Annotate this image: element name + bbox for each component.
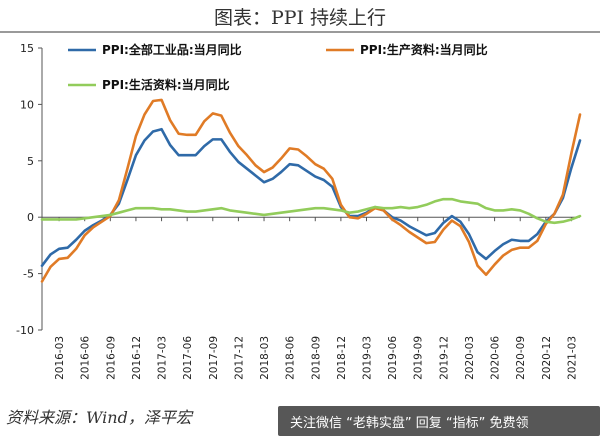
chart-axes	[38, 47, 580, 331]
line-chart: -10 -5 0 5 10 15 2016-03 2016-06 2016-09 2016-12 2…	[16, 42, 582, 380]
x-tick-label: 2019-03	[362, 336, 374, 380]
y-tick-label: 15	[20, 42, 34, 55]
x-tick-label: 2020-12	[541, 336, 553, 380]
x-tick-label: 2019-09	[413, 336, 425, 380]
x-tick-label: 2018-12	[336, 336, 348, 380]
title-divider	[0, 31, 600, 33]
series-line-2	[40, 98, 582, 283]
x-tick-label: 2020-06	[490, 336, 502, 380]
title-bar: 图表：PPI 持续上行	[0, 0, 600, 33]
x-tick-label: 2019-12	[438, 336, 450, 380]
x-tick-label: 2019-06	[387, 336, 399, 380]
tick-labels: -10 -5 0 5 10 15 2016-03 2016-06 2016-09 2016-12 2…	[16, 42, 578, 380]
x-tick-label: 2017-12	[233, 336, 245, 380]
y-tick-label: 0	[27, 211, 34, 224]
watermark-banner: 关注微信 “老韩实盘” 回复 “指标” 免费领	[278, 406, 600, 436]
legend: PPI:全部工业品:当月同比 PPI:生产资料:当月同比 PPI:生活资料:当月同比	[68, 42, 488, 92]
x-tick-label: 2017-03	[157, 336, 169, 380]
x-tick-label: 2017-09	[208, 336, 220, 380]
x-tick-label: 2016-12	[131, 336, 143, 380]
y-tick-label: 5	[27, 155, 34, 168]
x-tick-label: 2020-03	[464, 336, 476, 380]
x-tick-label: 2016-06	[80, 336, 92, 380]
x-tick-label: 2021-03	[566, 336, 578, 380]
legend-label-3: PPI:生活资料:当月同比	[102, 77, 230, 92]
watermark-text: 关注微信 “老韩实盘” 回复 “指标” 免费领	[290, 416, 529, 431]
series-line-1	[40, 127, 582, 267]
y-tick-label: -10	[16, 324, 34, 337]
legend-label-1: PPI:全部工业品:当月同比	[102, 42, 242, 57]
x-tick-label: 2017-06	[182, 336, 194, 380]
source-note: 资料来源：Wind，泽平宏	[6, 408, 192, 427]
x-tick-label: 2020-09	[515, 336, 527, 380]
x-tick-label: 2018-06	[285, 336, 297, 380]
chart-title: 图表：PPI 持续上行	[213, 7, 387, 29]
y-tick-label: -5	[23, 268, 34, 281]
legend-label-2: PPI:生产资料:当月同比	[360, 42, 488, 57]
x-tick-label: 2016-03	[54, 336, 66, 380]
x-tick-label: 2018-03	[259, 336, 271, 380]
x-tick-label: 2016-09	[105, 336, 117, 380]
series-line-3	[40, 197, 582, 225]
y-tick-label: 10	[20, 98, 34, 111]
series-lines	[40, 98, 582, 283]
x-tick-label: 2018-09	[310, 336, 322, 380]
